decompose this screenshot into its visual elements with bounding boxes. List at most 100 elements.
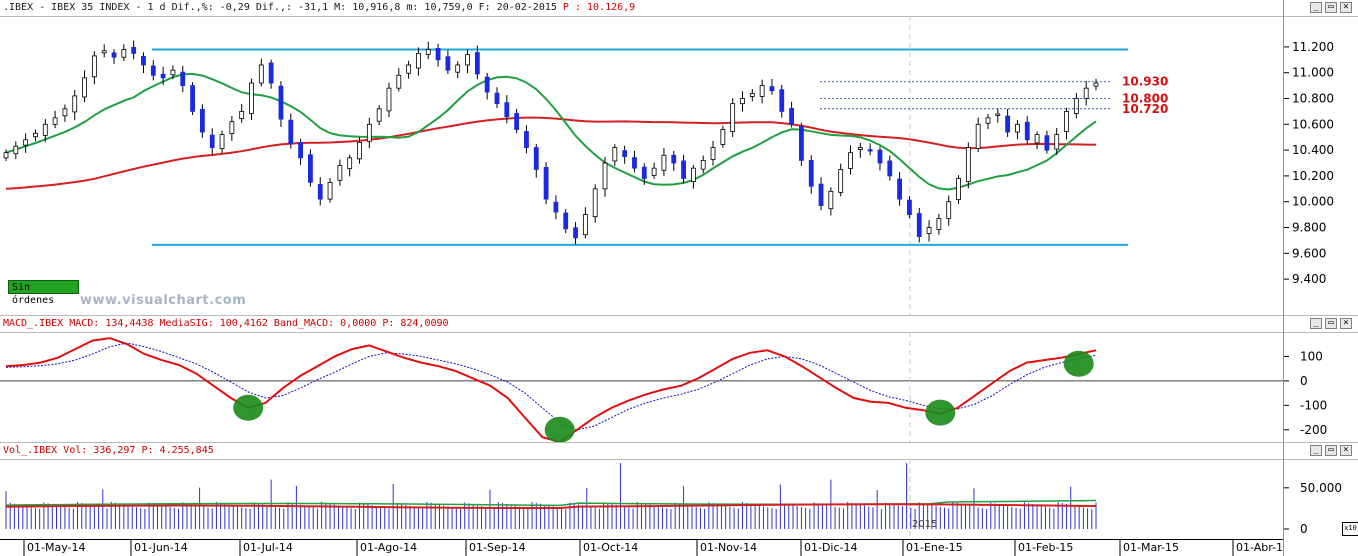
candle-body xyxy=(730,103,736,132)
candle-body xyxy=(1073,98,1079,114)
candle-body xyxy=(553,201,559,213)
candle-body xyxy=(789,107,794,125)
candle-body xyxy=(249,82,254,114)
level-label: 10.800 xyxy=(1122,92,1168,106)
moving-average-long-line xyxy=(5,116,1097,190)
candle-body xyxy=(91,55,97,78)
candle-body xyxy=(199,108,205,133)
price-y-tick-label: 10.000 xyxy=(1292,195,1334,209)
candle-body xyxy=(720,129,726,145)
date-tick-label: 01-Abr-1 xyxy=(1236,541,1283,554)
candle-body xyxy=(1024,121,1030,141)
candle-body xyxy=(190,85,195,112)
macd-chart: 100 0 -100 -200 xyxy=(0,332,1327,442)
candle-body xyxy=(308,154,313,183)
candle-body xyxy=(121,49,127,58)
moving-average-mid-line xyxy=(5,72,1097,191)
candle-body xyxy=(661,154,667,171)
price-y-tick-label: 10.600 xyxy=(1292,117,1334,131)
candle-body xyxy=(936,218,942,230)
close-button[interactable]: × xyxy=(1340,445,1352,456)
candle-body xyxy=(141,56,146,66)
candle-body xyxy=(965,147,971,182)
macd-panel-titlebar: MACD_.IBEX MACD: 134,4438 MediaSIG: 100,… xyxy=(0,315,1358,333)
volume-y-tick-label: 50.000 xyxy=(1300,481,1342,495)
candle-body xyxy=(150,65,156,76)
candle-body xyxy=(219,134,225,149)
candle-body xyxy=(268,62,274,84)
candle-body xyxy=(131,47,137,54)
price-y-tick-label: 10.800 xyxy=(1292,92,1334,106)
price-y-tick-label: 10.400 xyxy=(1292,143,1334,157)
candle-body xyxy=(42,123,48,136)
minimize-button[interactable]: _ xyxy=(1310,445,1322,456)
candle-body xyxy=(376,108,382,122)
date-tick-label: 01-Jul-14 xyxy=(243,541,293,554)
candle-body xyxy=(445,56,451,71)
volume-panel-title: Vol_.IBEX Vol: 336,297 P: 4.255,845 xyxy=(3,445,214,456)
candle-body xyxy=(602,162,608,190)
candle-body xyxy=(740,98,745,105)
macd-signal-highlight xyxy=(925,399,956,426)
minimize-button[interactable]: _ xyxy=(1310,318,1322,329)
candle-body xyxy=(671,154,677,164)
candle-body xyxy=(180,71,186,86)
candle-body xyxy=(651,167,657,176)
candle-body xyxy=(710,147,716,160)
candle-body xyxy=(229,121,235,134)
price-y-tick-label: 11.200 xyxy=(1292,40,1334,54)
candle-body xyxy=(622,150,628,157)
candle-body xyxy=(258,64,264,84)
candle-body xyxy=(1005,115,1011,133)
candle-body xyxy=(759,85,765,97)
candle-body xyxy=(641,166,647,179)
volume-window-controls: _ ▭ × xyxy=(1310,445,1356,457)
candle-body xyxy=(337,165,343,181)
candle-body xyxy=(396,74,402,89)
volume-average-long-line xyxy=(5,503,1097,509)
candle-body xyxy=(946,201,952,219)
candle-body xyxy=(632,157,637,169)
macd-window-controls: _ ▭ × xyxy=(1310,318,1356,330)
date-tick-label: 01-Nov-14 xyxy=(700,541,757,554)
candle-body xyxy=(799,125,804,161)
minimize-button[interactable]: _ xyxy=(1310,2,1322,13)
date-tick-label: 01-Sep-14 xyxy=(469,541,526,554)
candle-body xyxy=(681,160,686,179)
price-y-tick-label: 9.800 xyxy=(1292,221,1326,235)
macd-y-tick-label: -100 xyxy=(1300,398,1327,412)
candle-body xyxy=(52,117,58,125)
candle-body xyxy=(160,73,166,79)
candle-body xyxy=(543,166,549,200)
candle-body xyxy=(563,212,569,230)
macd-y-tick-label: 100 xyxy=(1300,349,1323,363)
year-marker-label: 2015 xyxy=(912,519,937,530)
candle-body xyxy=(779,89,785,112)
candle-body xyxy=(926,227,932,234)
maximize-button[interactable]: ▭ xyxy=(1325,318,1337,329)
scale-toggle-button[interactable]: x10 xyxy=(1342,522,1358,536)
watermark: www.visualchart.com xyxy=(80,293,247,308)
candle-body xyxy=(573,227,578,239)
candle-body xyxy=(582,214,588,236)
maximize-button[interactable]: ▭ xyxy=(1325,2,1337,13)
candle-body xyxy=(533,147,539,170)
maximize-button[interactable]: ▭ xyxy=(1325,445,1337,456)
candle-body xyxy=(170,69,176,76)
orders-status-badge[interactable]: Sin órdenes xyxy=(8,280,79,306)
level-label: 10.930 xyxy=(1122,75,1168,89)
candle-body xyxy=(416,52,421,69)
candle-body xyxy=(288,119,294,145)
candle-body xyxy=(848,152,853,169)
candle-body xyxy=(897,178,903,200)
candle-body xyxy=(1044,135,1050,151)
close-button[interactable]: × xyxy=(1340,2,1352,13)
candle-body xyxy=(111,52,117,58)
macd-signal-highlight xyxy=(544,416,575,442)
candle-body xyxy=(72,95,78,113)
close-button[interactable]: × xyxy=(1340,318,1352,329)
price-window-controls: _ ▭ × xyxy=(1310,2,1356,14)
macd-signal-line xyxy=(5,342,1097,431)
price-y-tick-label: 11.000 xyxy=(1292,66,1334,80)
candle-body xyxy=(956,178,961,201)
